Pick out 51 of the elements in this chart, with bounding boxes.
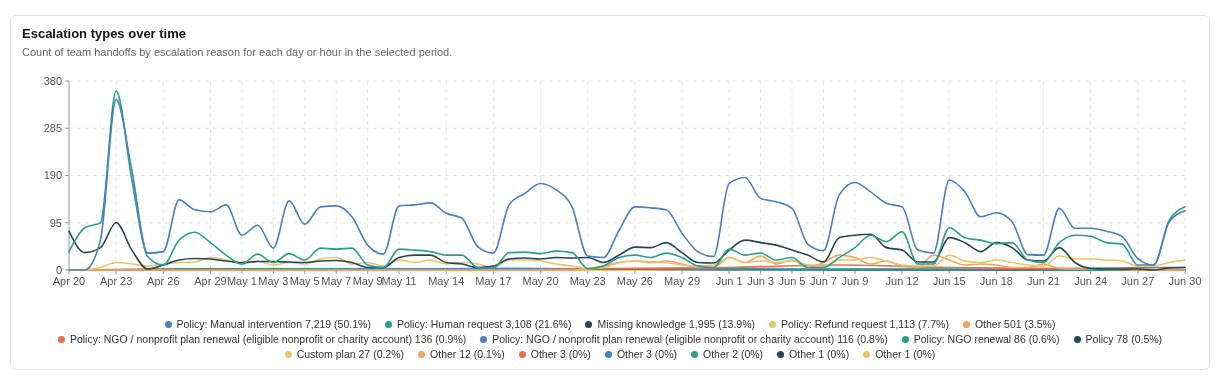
chart-subtitle: Count of team handoffs by escalation reason for each day or hour in the selected period. xyxy=(22,46,453,58)
legend-label: Policy: NGO / nonprofit plan renewal (eligible nonprofit or charity account) 136 (0.9%) xyxy=(69,333,467,345)
x-tick-label: May 29 xyxy=(663,275,701,287)
y-tick-label: 380 xyxy=(43,74,62,87)
legend-label: Other 12 (0.1%) xyxy=(430,348,505,360)
x-tick-label: Jun 27 xyxy=(1121,275,1155,287)
x-tick-label: May 26 xyxy=(616,275,653,287)
y-tick-label: 285 xyxy=(43,122,62,135)
x-tick-label: Jun 18 xyxy=(979,275,1013,287)
x-tick-label: May 23 xyxy=(569,275,606,287)
y-tick-label: 95 xyxy=(49,216,62,229)
legend-label: Policy: NGO renewal 86 (0.6%) xyxy=(913,333,1060,345)
chart-title: Escalation types over time xyxy=(22,26,187,41)
x-tick-label: Jun 15 xyxy=(932,275,966,287)
legend-label: Policy: Refund request 1,113 (7.7%) xyxy=(781,318,949,330)
legend-label: Missing knowledge 1,995 (13.9%) xyxy=(597,318,755,330)
legend-label: Custom plan 27 (0.2%) xyxy=(296,348,405,360)
x-tick-label: May 11 xyxy=(381,275,417,287)
x-tick-label: Jun 1 xyxy=(715,275,743,287)
x-tick-label: Jun 5 xyxy=(778,275,806,287)
legend-label: Other 3 (0%) xyxy=(616,348,677,360)
x-tick-label: Jun 30 xyxy=(1168,275,1202,287)
legend-label: Other 501 (3.5%) xyxy=(974,318,1056,330)
x-tick-label: Apr 20 xyxy=(52,275,86,287)
x-tick-label: Apr 23 xyxy=(99,275,133,287)
x-tick-label: May 3 xyxy=(258,275,289,287)
y-tick-label: 0 xyxy=(55,263,62,276)
legend-label: Policy 78 (0.5%) xyxy=(1085,333,1163,345)
x-tick-label: Jun 21 xyxy=(1027,275,1061,287)
legend-label: Other 3 (0%) xyxy=(530,348,591,360)
y-tick-label: 190 xyxy=(43,169,62,182)
x-tick-label: Jun 9 xyxy=(841,275,869,287)
legend-label: Other 2 (0%) xyxy=(702,348,764,360)
x-tick-label: Jun 7 xyxy=(810,275,837,287)
x-tick-label: May 9 xyxy=(352,275,383,287)
x-tick-label: May 1 xyxy=(226,275,257,287)
legend-label: Other 1 (0%) xyxy=(789,348,850,360)
legend-label: Policy: NGO / nonprofit plan renewal (eligible nonprofit or charity account) 116 (0.8%) xyxy=(492,333,888,345)
x-tick-label: Jun 12 xyxy=(885,275,919,287)
legend-label: Policy: Manual intervention 7,219 (50.1%) xyxy=(176,318,371,330)
legend-label: Policy: Human request 3,108 (21.6%) xyxy=(396,318,572,330)
x-tick-label: Apr 29 xyxy=(194,275,227,287)
x-tick-label: May 14 xyxy=(428,275,465,287)
x-tick-label: May 20 xyxy=(522,275,559,287)
legend-label: Other 1 (0%) xyxy=(875,348,936,360)
x-tick-label: Apr 26 xyxy=(147,275,180,287)
x-tick-label: May 5 xyxy=(289,275,320,287)
x-tick-label: May 7 xyxy=(321,275,352,287)
x-tick-label: Jun 24 xyxy=(1074,275,1108,287)
x-tick-label: May 17 xyxy=(475,275,512,287)
x-tick-label: Jun 3 xyxy=(747,275,775,287)
